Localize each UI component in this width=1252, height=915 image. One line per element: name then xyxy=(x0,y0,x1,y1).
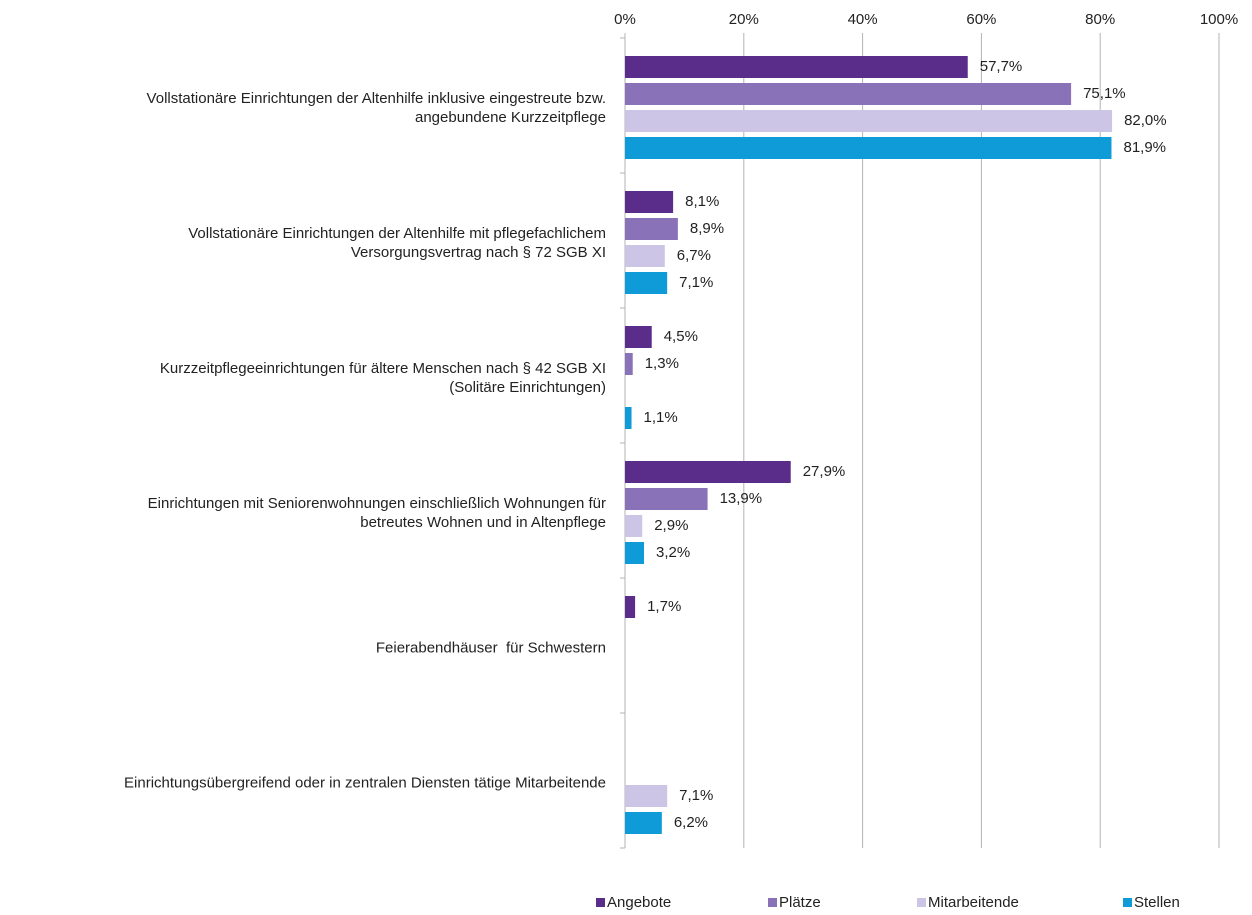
value-label: 75,1% xyxy=(1083,85,1126,102)
legend-swatch xyxy=(917,898,926,907)
value-label: 1,7% xyxy=(647,598,681,615)
value-label: 57,7% xyxy=(980,58,1023,75)
bar xyxy=(625,812,662,834)
category-label: Feierabendhäuser für Schwestern xyxy=(376,639,606,656)
value-label: 3,2% xyxy=(656,544,690,561)
legend-label: Angebote xyxy=(607,894,671,911)
bar xyxy=(625,488,708,510)
value-label: 6,7% xyxy=(677,247,711,264)
value-label: 7,1% xyxy=(679,787,713,804)
legend-swatch xyxy=(1123,898,1132,907)
x-tick-label: 40% xyxy=(848,11,878,28)
x-tick-label: 0% xyxy=(614,11,636,28)
x-tick-label: 80% xyxy=(1085,11,1115,28)
value-label: 81,9% xyxy=(1123,139,1166,156)
bar xyxy=(625,245,665,267)
category-label: betreutes Wohnen und in Altenpflege xyxy=(360,514,606,531)
value-label: 1,1% xyxy=(644,409,678,426)
bar xyxy=(625,191,674,213)
value-label: 13,9% xyxy=(720,490,763,507)
x-tick-label: 100% xyxy=(1200,11,1238,28)
value-label: 7,1% xyxy=(679,274,713,291)
bar xyxy=(625,785,668,807)
category-label: Versorgungsvertrag nach § 72 SGB XI xyxy=(351,244,606,261)
bar xyxy=(625,56,968,78)
bar xyxy=(625,407,632,429)
legend-label: Plätze xyxy=(779,894,821,911)
legend-swatch xyxy=(596,898,605,907)
bar xyxy=(625,326,652,348)
bar xyxy=(625,515,643,537)
value-label: 8,1% xyxy=(685,193,719,210)
category-label: Einrichtungen mit Seniorenwohnungen eins… xyxy=(148,495,606,512)
bar xyxy=(625,218,678,240)
bar xyxy=(625,110,1113,132)
category-label: Vollstationäre Einrichtungen der Altenhi… xyxy=(147,90,606,107)
value-label: 2,9% xyxy=(654,517,688,534)
value-label: 8,9% xyxy=(690,220,724,237)
bar xyxy=(625,137,1112,159)
value-label: 6,2% xyxy=(674,814,708,831)
x-tick-label: 60% xyxy=(966,11,996,28)
bar xyxy=(625,353,633,375)
value-label: 1,3% xyxy=(645,355,679,372)
category-label: Vollstationäre Einrichtungen der Altenhi… xyxy=(188,225,606,242)
category-label: Einrichtungsübergreifend oder in zentral… xyxy=(124,774,606,791)
bar xyxy=(625,272,668,294)
category-label: (Solitäre Einrichtungen) xyxy=(449,379,606,396)
category-label: angebundene Kurzzeitpflege xyxy=(415,109,606,126)
category-label: Kurzzeitpflegeeinrichtungen für ältere M… xyxy=(160,360,606,377)
x-tick-label: 20% xyxy=(729,11,759,28)
value-label: 27,9% xyxy=(803,463,846,480)
bar xyxy=(625,542,645,564)
value-label: 82,0% xyxy=(1124,112,1167,129)
value-label: 4,5% xyxy=(664,328,698,345)
legend-swatch xyxy=(768,898,777,907)
bar xyxy=(625,83,1072,105)
bar xyxy=(625,461,791,483)
legend-label: Mitarbeitende xyxy=(928,894,1019,911)
legend-label: Stellen xyxy=(1134,894,1180,911)
bar xyxy=(625,596,636,618)
